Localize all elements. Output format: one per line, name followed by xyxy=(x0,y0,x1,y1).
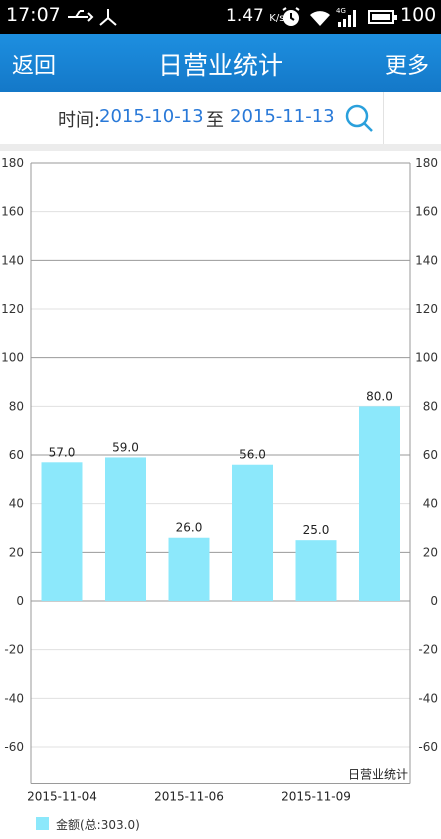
wifi-icon xyxy=(310,11,330,26)
y-tick-label-left: 60 xyxy=(9,448,24,462)
y-tick-label-right: 40 xyxy=(423,497,438,511)
x-tick-label: 2015-11-09 xyxy=(281,790,351,804)
y-tick-label-left: 160 xyxy=(1,205,24,219)
more-button[interactable]: 更多 xyxy=(384,54,429,79)
y-tick-label-left: 120 xyxy=(1,302,24,316)
title-bar: 返回 日营业统计 更多 xyxy=(0,34,441,92)
y-tick-label-left: 40 xyxy=(9,497,24,511)
y-tick-label-left: -60 xyxy=(4,740,24,754)
bar xyxy=(295,540,337,601)
y-tick-label-right: 100 xyxy=(415,351,438,365)
search-icon[interactable] xyxy=(344,103,374,133)
x-tick-label: 2015-11-04 xyxy=(27,790,97,804)
section-gap xyxy=(0,144,441,151)
y-tick-label-right: -40 xyxy=(418,691,438,705)
bar-value-label: 57.0 xyxy=(49,445,76,459)
y-tick-label-right: -60 xyxy=(418,740,438,754)
battery-level: 100 xyxy=(400,4,437,26)
y-tick-label-right: 60 xyxy=(423,448,438,462)
y-tick-label-left: 20 xyxy=(9,545,24,559)
alarm-icon xyxy=(282,7,300,26)
x-tick-label: 2015-11-06 xyxy=(154,790,224,804)
y-tick-label-right: 20 xyxy=(423,545,438,559)
chart-description: 日营业统计 xyxy=(348,768,408,782)
bar xyxy=(168,537,210,601)
time-label: 时间: xyxy=(58,110,101,131)
bar-value-label: 26.0 xyxy=(176,521,203,535)
y-tick-label-right: -20 xyxy=(418,643,438,657)
y-tick-label-left: 140 xyxy=(1,253,24,267)
signal-icon: 4G xyxy=(336,7,356,27)
y-tick-label-left: -20 xyxy=(4,643,24,657)
y-tick-label-right: 160 xyxy=(415,205,438,219)
status-time: 17:07 xyxy=(6,4,61,26)
y-tick-label-right: 120 xyxy=(415,302,438,316)
y-tick-label-right: 180 xyxy=(415,156,438,170)
date-separator: 至 xyxy=(206,110,224,131)
bar xyxy=(41,462,83,601)
filter-divider xyxy=(383,92,384,144)
status-bar: 17:07 1.47 K/s 4G 100 xyxy=(0,0,441,34)
start-date[interactable]: 2015-10-13 xyxy=(99,106,204,127)
svg-text:4G: 4G xyxy=(336,7,346,15)
y-tick-label-left: 180 xyxy=(1,156,24,170)
y-tick-label-left: 80 xyxy=(9,399,24,413)
legend-label: 金额(总:303.0) xyxy=(56,818,140,832)
date-filter: 时间: 2015-10-13 至 2015-11-13 xyxy=(0,92,441,144)
y-tick-label-left: 0 xyxy=(16,594,24,608)
bar-value-label: 56.0 xyxy=(239,448,266,462)
bar-value-label: 80.0 xyxy=(366,389,393,403)
bar xyxy=(232,464,273,601)
y-tick-label-left: 100 xyxy=(1,351,24,365)
y-tick-label-left: -40 xyxy=(4,691,24,705)
usb-icons xyxy=(68,9,117,26)
bar xyxy=(359,406,400,601)
y-tick-label-right: 80 xyxy=(423,399,438,413)
back-button[interactable]: 返回 xyxy=(12,54,57,79)
legend-swatch xyxy=(36,817,49,830)
page-title: 日营业统计 xyxy=(157,51,283,80)
bar xyxy=(105,457,146,601)
end-date[interactable]: 2015-11-13 xyxy=(230,106,335,127)
y-tick-label-right: 0 xyxy=(430,594,438,608)
bar-chart: 180 180 160 160 140 140 120 120 100 100 80 80 60 60 40… xyxy=(1,156,438,804)
battery-icon xyxy=(368,10,397,24)
bar-value-label: 25.0 xyxy=(303,523,330,537)
bar-value-label: 59.0 xyxy=(112,440,139,454)
y-tick-label-right: 140 xyxy=(415,253,438,267)
network-speed: 1.47 K/s xyxy=(226,6,285,26)
